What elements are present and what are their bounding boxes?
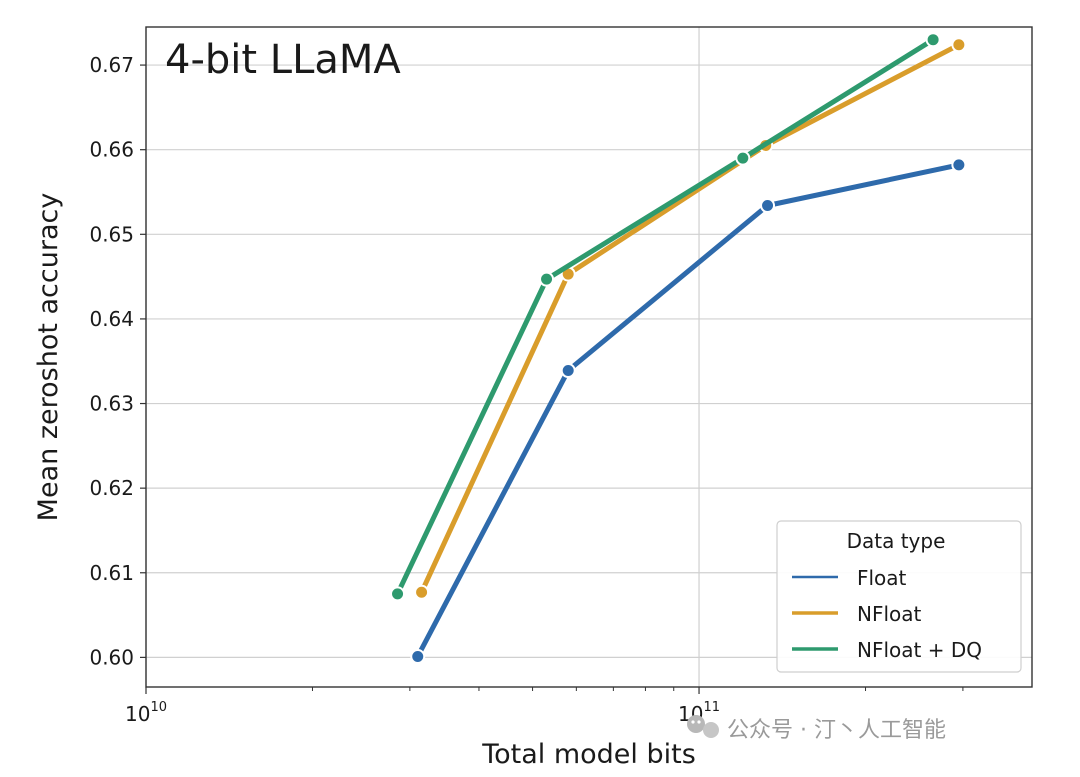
y-tick-label: 0.60: [89, 645, 134, 669]
y-tick-label: 0.63: [89, 392, 134, 416]
wechat-icon: [687, 715, 719, 738]
data-point: [951, 37, 967, 53]
plot-frame: [145, 26, 1033, 688]
series-line: [415, 162, 962, 659]
y-tick-label: 0.64: [89, 307, 134, 331]
y-axis-ticks: 0.60 0.61 0.62 0.63 0.64 0.65 0.66 0.67: [89, 53, 146, 669]
legend-label: NFloat: [857, 602, 922, 626]
legend: Data type Float NFloat NFloat + DQ: [776, 520, 1022, 673]
data-point: [414, 584, 430, 600]
data-point: [410, 649, 426, 665]
series-layer: [390, 32, 967, 665]
data-point: [735, 150, 751, 166]
x-tick-label: 1010: [125, 700, 167, 726]
y-tick-label: 0.67: [89, 53, 134, 77]
y-tick-label: 0.66: [89, 138, 134, 162]
series-float: [410, 157, 967, 665]
legend-title: Data type: [847, 529, 946, 553]
data-point: [951, 157, 967, 173]
watermark: 公众号 · 汀丶人工智能: [687, 715, 946, 743]
y-tick-label: 0.65: [89, 222, 134, 246]
watermark-text: 公众号 · 汀丶人工智能: [727, 718, 946, 743]
y-tick-label: 0.61: [89, 561, 134, 585]
data-point: [925, 32, 941, 48]
legend-box: [776, 520, 1022, 673]
x-tick-label: 1011: [678, 700, 720, 726]
series-line: [419, 42, 962, 595]
data-point: [760, 198, 776, 214]
data-point: [390, 586, 406, 602]
y-tick-label: 0.62: [89, 476, 134, 500]
legend-label: NFloat + DQ: [857, 638, 982, 662]
data-point: [560, 363, 576, 379]
legend-items: Float NFloat NFloat + DQ: [792, 566, 982, 662]
data-point: [539, 271, 555, 287]
y-axis-label: Mean zeroshot accuracy: [33, 193, 64, 522]
x-axis-label: Total model bits: [481, 739, 696, 770]
chart-title: 4-bit LLaMA: [165, 37, 401, 83]
legend-label: Float: [857, 566, 907, 590]
series-line: [395, 37, 936, 597]
x-axis-ticks: 1010 1011: [125, 687, 964, 726]
series-nfloat-dq: [390, 32, 941, 602]
